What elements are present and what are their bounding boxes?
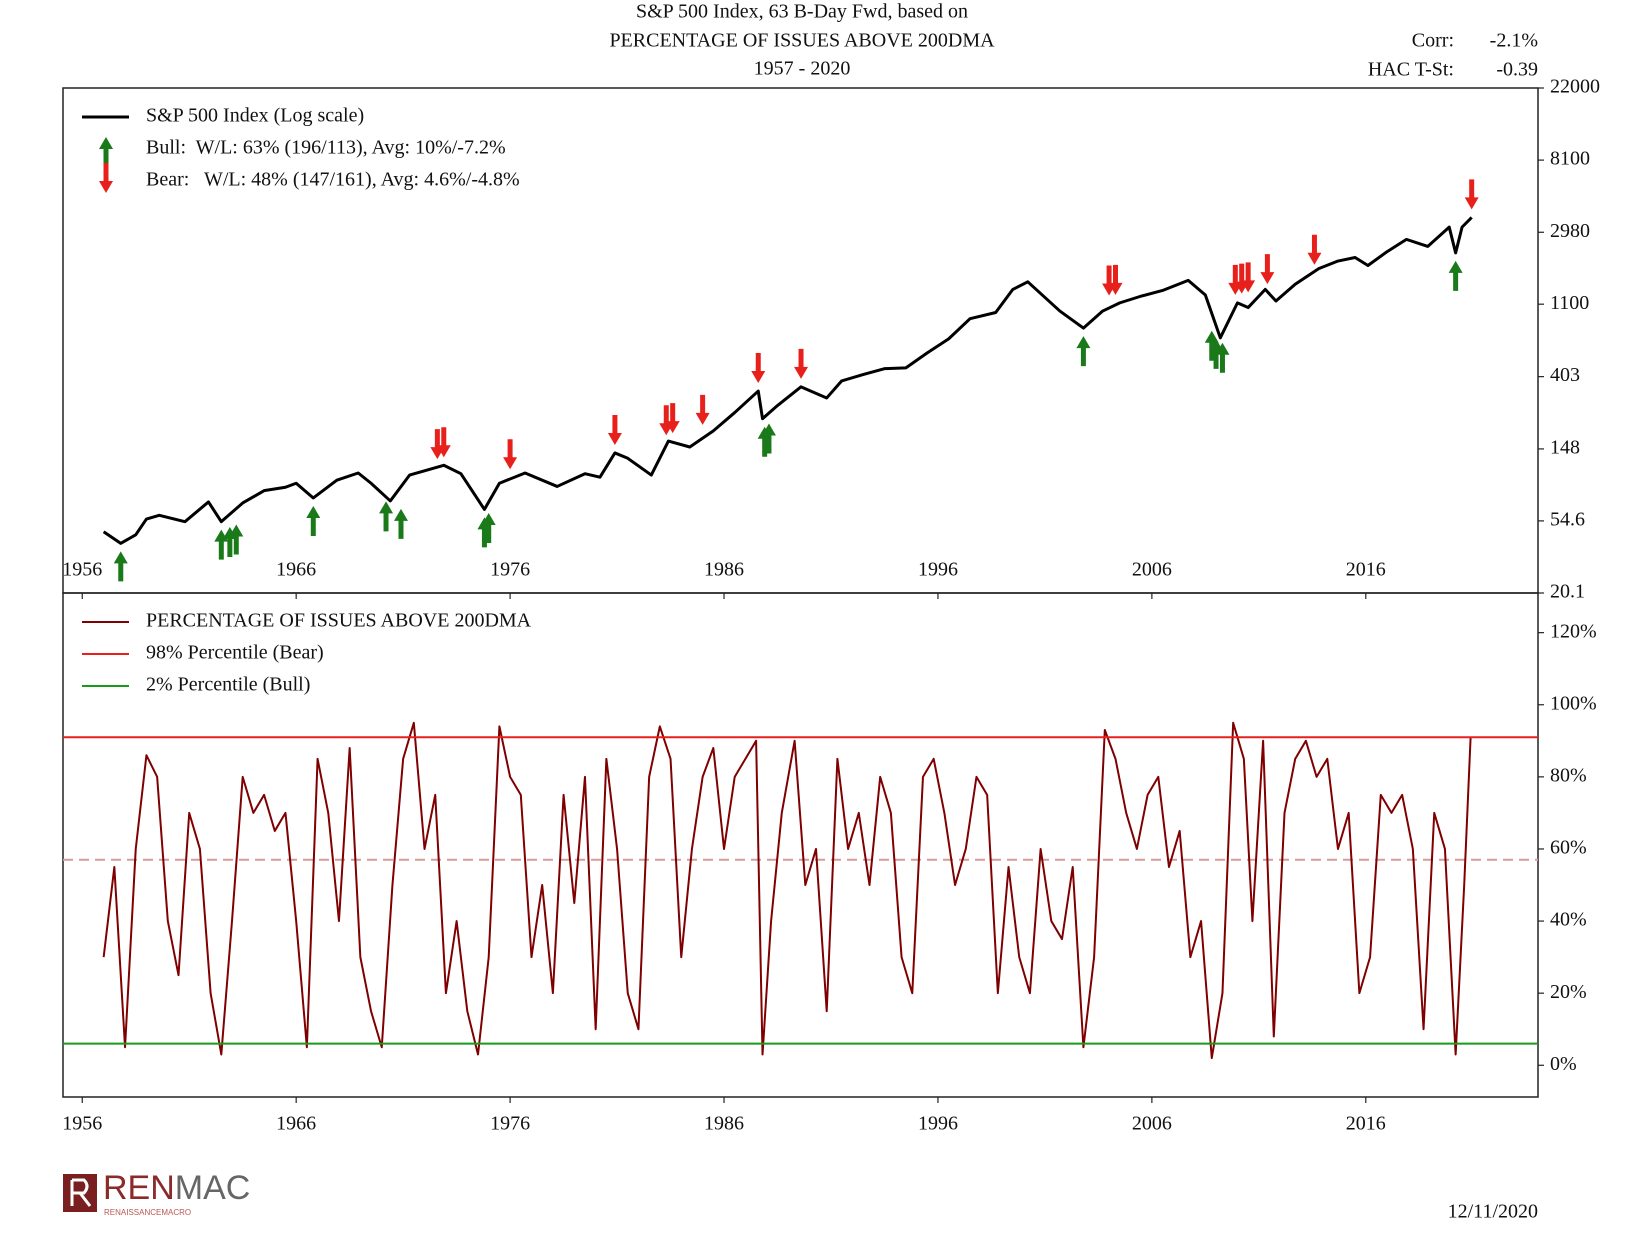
y-tick-label: 1100 — [1550, 292, 1589, 314]
legend-label: Bear: W/L: 48% (147/161), Avg: 4.6%/-4.8… — [146, 169, 520, 191]
legend-label: 98% Percentile (Bear) — [146, 642, 324, 664]
legend-label: 2% Percentile (Bull) — [146, 674, 310, 696]
y-tick-label: 20.1 — [1550, 581, 1585, 603]
legend-label: Bull: W/L: 63% (196/113), Avg: 10%/-7.2% — [146, 137, 506, 159]
bull-signal — [481, 513, 496, 544]
y-tick-label: 40% — [1550, 909, 1587, 931]
bear-signal — [1241, 262, 1256, 293]
bear-signal — [665, 403, 680, 434]
bull-signal — [761, 423, 776, 454]
bear-signal — [607, 414, 622, 445]
stat-value: -0.39 — [1496, 59, 1538, 81]
bear-signal — [751, 353, 766, 384]
plot-frame — [62, 87, 1539, 594]
bull-signal — [113, 551, 128, 582]
logo-glyph — [70, 1178, 92, 1207]
y-tick-label: 22000 — [1550, 76, 1600, 98]
stat-value: -2.1% — [1490, 30, 1538, 52]
y-tick-label: 403 — [1550, 364, 1580, 386]
y-tick-label: 148 — [1550, 437, 1580, 459]
x-tick-label: 1956 — [62, 1113, 102, 1135]
footer-date: 12/11/2020 — [1448, 1201, 1538, 1223]
data-line — [102, 721, 1472, 1060]
x-tick-label: 1956 — [62, 559, 102, 581]
x-tick-label: 2016 — [1346, 559, 1386, 581]
plot-frame — [62, 592, 1539, 1098]
y-tick-label: 8100 — [1550, 148, 1590, 170]
bull-signal — [1448, 260, 1463, 291]
logo: RENMAC — [103, 1169, 250, 1207]
bear-signal — [1108, 264, 1123, 295]
y-tick-label: 2980 — [1550, 220, 1590, 242]
logo-part: MAC — [175, 1169, 251, 1207]
x-tick-label: 1966 — [276, 1113, 316, 1135]
bull-signal — [379, 501, 394, 532]
bull-signal — [306, 505, 321, 536]
legend-marker — [99, 137, 113, 167]
bull-signal — [229, 524, 244, 555]
x-tick-label: 2006 — [1132, 559, 1172, 581]
legend-marker — [99, 163, 113, 193]
y-tick-label: 120% — [1550, 620, 1597, 642]
y-tick-label: 80% — [1550, 764, 1587, 786]
bull-signal — [1215, 342, 1230, 373]
x-tick-label: 1986 — [704, 1113, 744, 1135]
bear-signal — [436, 427, 451, 458]
x-tick-label: 1996 — [918, 1113, 958, 1135]
logo-tagline: RENAISSANCEMACRO — [104, 1208, 191, 1217]
x-tick-label: 1996 — [918, 559, 958, 581]
legend-label: PERCENTAGE OF ISSUES ABOVE 200DMA — [146, 610, 532, 632]
bull-signal — [1076, 336, 1091, 367]
stat-label: Corr: — [1412, 30, 1454, 52]
y-tick-label: 60% — [1550, 837, 1587, 859]
y-tick-label: 0% — [1550, 1053, 1577, 1075]
y-tick-label: 20% — [1550, 981, 1587, 1003]
bull-signal — [1204, 330, 1219, 361]
logo-part: REN — [103, 1169, 175, 1207]
bear-signal — [1464, 179, 1479, 210]
data-line — [102, 216, 1473, 545]
x-tick-label: 1966 — [276, 559, 316, 581]
y-tick-label: 100% — [1550, 692, 1597, 714]
x-tick-label: 2006 — [1132, 1113, 1172, 1135]
bear-signal — [1260, 254, 1275, 285]
y-tick-label: 54.6 — [1550, 508, 1585, 530]
x-tick-label: 1976 — [490, 1113, 530, 1135]
chart-subtitle: PERCENTAGE OF ISSUES ABOVE 200DMA — [609, 30, 995, 52]
bear-signal — [1307, 234, 1322, 265]
chart-period: 1957 - 2020 — [754, 58, 851, 80]
stat-label: HAC T-St: — [1368, 59, 1454, 81]
x-tick-label: 1976 — [490, 559, 530, 581]
chart-title: S&P 500 Index, 63 B-Day Fwd, based on — [636, 1, 968, 23]
bull-signal — [393, 508, 408, 539]
x-tick-label: 1986 — [704, 559, 744, 581]
bear-signal — [503, 439, 518, 470]
legend-label: S&P 500 Index (Log scale) — [146, 105, 364, 127]
bear-signal — [794, 348, 809, 379]
bear-signal — [695, 394, 710, 425]
x-tick-label: 2016 — [1346, 1113, 1386, 1135]
